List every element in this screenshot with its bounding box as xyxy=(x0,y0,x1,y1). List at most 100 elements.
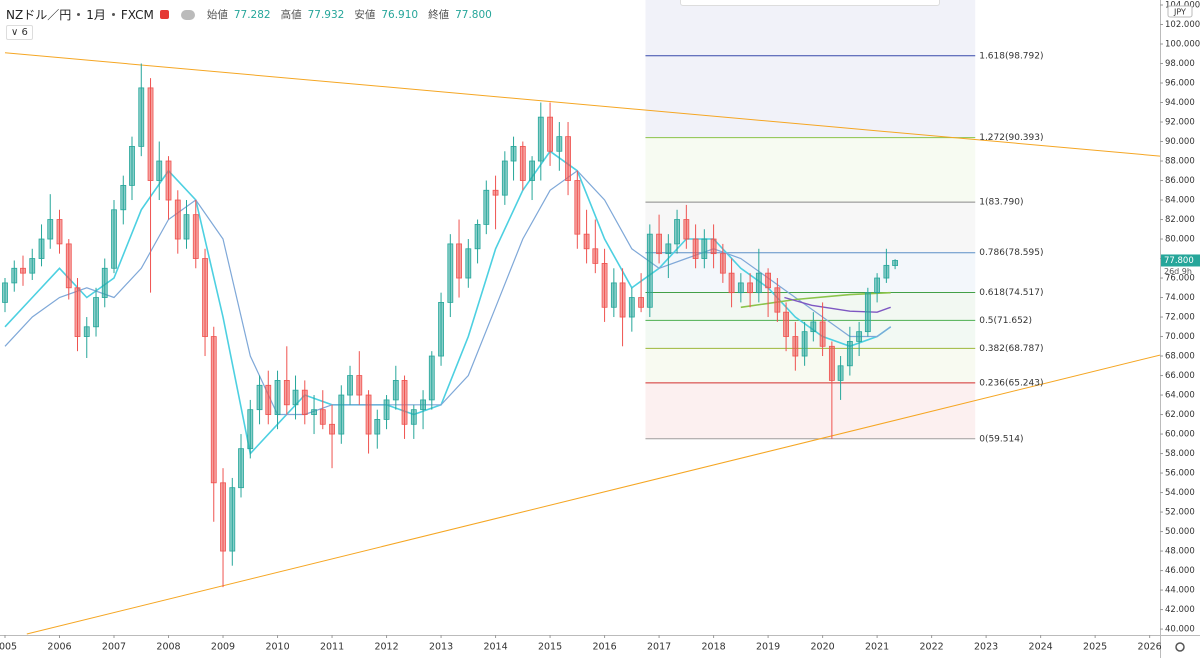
x-tick-label: 2006 xyxy=(47,642,71,653)
line-series xyxy=(4,150,892,456)
candle-body xyxy=(47,219,54,240)
x-tick-label: 2021 xyxy=(865,642,889,653)
candle-body xyxy=(864,292,871,333)
candle-body xyxy=(683,219,690,240)
y-tick-label: 100.000 xyxy=(1165,40,1200,50)
x-tick-label: 2014 xyxy=(483,642,507,653)
y-tick-label: 84.000 xyxy=(1165,196,1195,206)
candle-body xyxy=(192,214,199,259)
candle-body xyxy=(856,331,863,342)
currency-box xyxy=(1167,5,1193,18)
x-tick-label: 2013 xyxy=(429,642,453,653)
y-tick-label: 50.000 xyxy=(1165,527,1195,537)
candle-body xyxy=(674,219,680,245)
x-tick-label: 2015 xyxy=(538,642,562,653)
x-tick-label: 2007 xyxy=(102,642,126,653)
fib-level-label: 0(59.514) xyxy=(979,434,1023,444)
candle-body xyxy=(883,264,890,279)
candle-body xyxy=(428,355,435,401)
fib-band xyxy=(645,252,976,293)
source: FXCM xyxy=(120,7,154,22)
candle-body xyxy=(301,389,308,415)
y-tick-label: 92.000 xyxy=(1165,118,1195,128)
candle-body xyxy=(165,160,172,201)
candle-body xyxy=(447,243,454,303)
candle-body xyxy=(610,282,617,308)
fib-band xyxy=(645,202,976,253)
candle-body xyxy=(220,482,226,552)
x-tick-label: 2017 xyxy=(647,642,671,653)
candle-body xyxy=(120,184,127,211)
candle-body xyxy=(510,145,517,162)
low-label: 安値 xyxy=(354,9,376,21)
candle-body xyxy=(11,267,18,284)
x-tick-label: 2022 xyxy=(920,642,944,653)
fib-band xyxy=(645,0,976,56)
candle-body xyxy=(338,394,345,435)
y-tick-label: 74.000 xyxy=(1165,293,1195,303)
open-label: 始値 xyxy=(206,9,228,21)
fib-level-label: 1.618(98.792) xyxy=(979,51,1043,61)
visibility-toggle[interactable] xyxy=(180,9,195,20)
candle-body xyxy=(819,321,826,347)
candle-body xyxy=(129,145,135,186)
fib-band xyxy=(645,382,976,439)
candle-body xyxy=(420,399,426,411)
candle-body xyxy=(765,272,771,289)
fib-band xyxy=(645,292,976,321)
x-tick-label: 2024 xyxy=(1029,642,1053,653)
candle-body xyxy=(646,233,653,308)
fib-level-label: 1(83.790) xyxy=(979,198,1023,208)
candle-body xyxy=(537,116,544,162)
candle-body xyxy=(628,297,635,318)
candle-body xyxy=(465,248,472,279)
candle-body xyxy=(846,341,853,367)
candle-body xyxy=(256,384,263,411)
candle-body xyxy=(356,375,363,396)
candle-body xyxy=(701,238,708,259)
y-tick-label: 44.000 xyxy=(1165,586,1195,596)
settings-button[interactable] xyxy=(1175,642,1185,652)
x-tick-label: 2018 xyxy=(701,642,725,653)
y-tick-label: 60.000 xyxy=(1165,430,1195,440)
candle-body xyxy=(665,243,672,255)
candle-body xyxy=(329,423,335,435)
symbol[interactable]: NZドル／円 xyxy=(6,8,72,22)
y-tick-label: 94.000 xyxy=(1165,98,1195,108)
fib-band xyxy=(645,320,976,349)
indicator-toggle[interactable]: ∨ 6 xyxy=(6,25,33,40)
y-tick-label: 52.000 xyxy=(1165,508,1195,518)
x-tick-label: 2009 xyxy=(211,642,235,653)
candle-body xyxy=(183,214,190,240)
candle-body xyxy=(74,287,81,337)
y-tick-label: 68.000 xyxy=(1165,352,1195,362)
interval[interactable]: 1月 xyxy=(86,8,106,22)
line-series xyxy=(784,296,891,313)
candle-body xyxy=(492,189,499,196)
candle-body xyxy=(65,243,72,289)
candle-body xyxy=(38,238,45,259)
candle-body xyxy=(783,311,789,337)
candle-body xyxy=(737,282,744,294)
candle-body xyxy=(229,487,236,552)
candle-body xyxy=(529,160,535,181)
candle-body xyxy=(319,409,326,425)
y-tick-label: 82.000 xyxy=(1165,215,1195,225)
candle-body xyxy=(56,219,63,245)
close-label: 終値 xyxy=(428,9,450,21)
candle-body xyxy=(710,238,717,255)
candle-body xyxy=(292,389,299,406)
candle-body xyxy=(719,253,726,274)
y-tick-label: 96.000 xyxy=(1165,79,1195,89)
y-tick-label: 88.000 xyxy=(1165,157,1195,167)
x-tick-label: 2016 xyxy=(592,642,616,653)
y-tick-label: 70.000 xyxy=(1165,332,1195,342)
candle-body xyxy=(2,282,8,303)
candle-body xyxy=(383,399,390,420)
candle-body xyxy=(456,243,462,279)
y-tick-label: 76.000 xyxy=(1165,274,1195,284)
candle-body xyxy=(519,145,526,181)
y-tick-label: 66.000 xyxy=(1165,371,1195,381)
candle-body xyxy=(374,419,381,435)
